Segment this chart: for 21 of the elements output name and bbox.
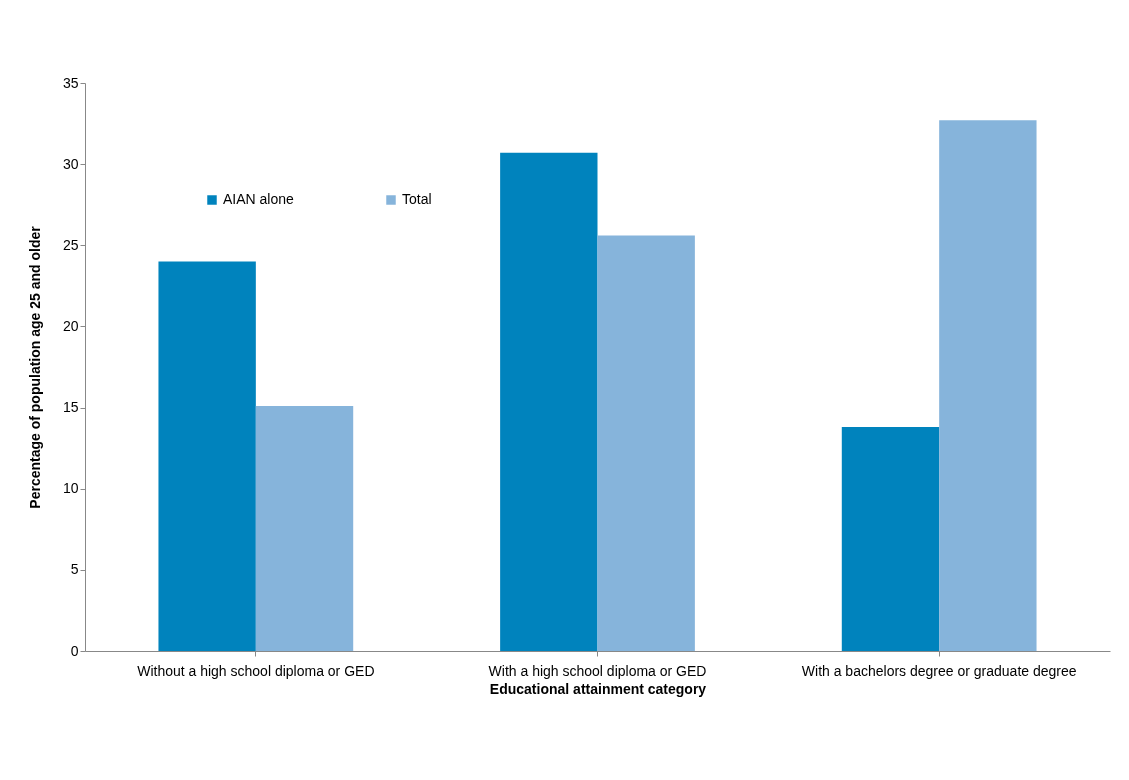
y-tick-label: 25 [62,236,79,253]
y-tick-label: 30 [62,155,79,172]
x-tick-label: Without a high school diploma or GED [137,662,375,679]
x-tick-label: With a bachelors degree or graduate degree [801,662,1077,679]
y-tick-label: 5 [70,561,79,578]
bar [255,405,354,651]
bar [939,120,1037,651]
y-axis-title: Percentage of population age 25 and older [26,225,43,509]
y-tick-label: 15 [62,399,79,416]
y-tick-label: 0 [70,642,79,659]
y-tick-label: 20 [62,317,79,334]
bar [158,261,256,651]
y-tick-label: 35 [62,74,79,91]
legend-label: AIAN alone [223,191,295,207]
bar [841,427,940,651]
x-tick-label: With a high school diploma or GED [488,662,707,679]
bar [500,152,598,651]
y-tick-label: 10 [62,480,79,497]
bar [597,235,695,651]
legend-label: Total [402,191,432,207]
x-axis-title: Educational attainment category [489,680,707,697]
